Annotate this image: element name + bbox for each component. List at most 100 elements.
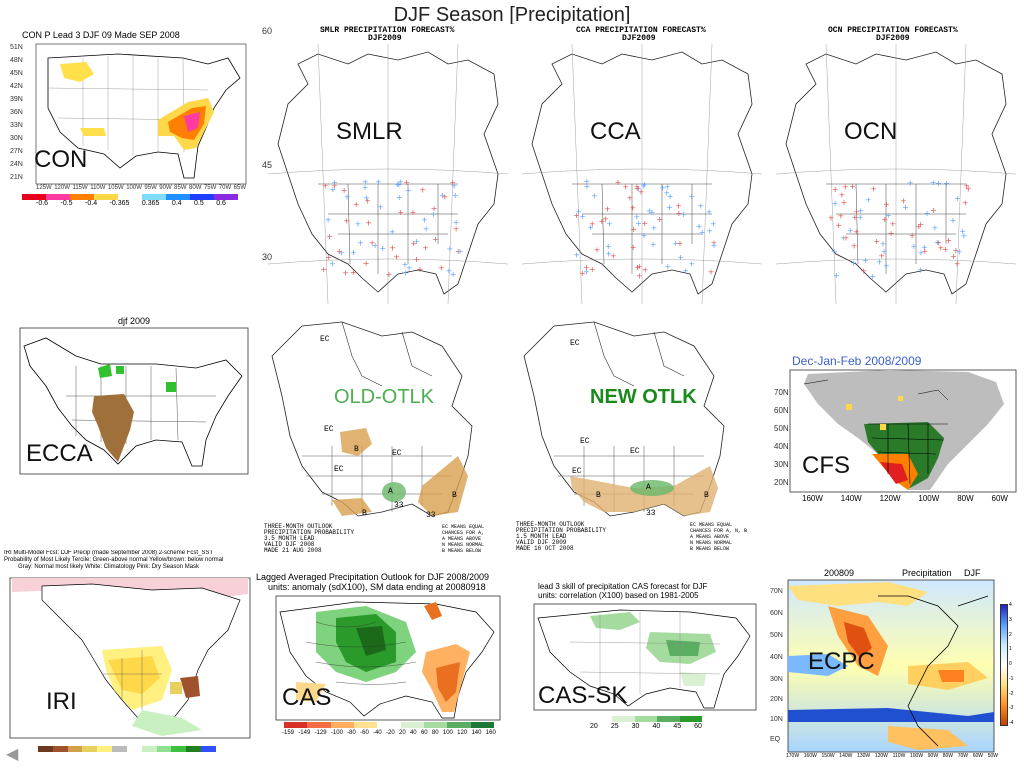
station-marker: + — [610, 252, 617, 261]
station-marker: + — [832, 185, 839, 194]
legend-swatch — [52, 746, 68, 752]
station-marker: + — [862, 256, 869, 265]
station-marker: + — [573, 211, 580, 220]
region-label: 33 — [426, 511, 436, 520]
station-marker: + — [706, 207, 713, 216]
ecca-panel: djf 2009 ECCA — [6, 316, 250, 476]
station-marker: + — [326, 232, 333, 241]
station-marker: + — [350, 248, 357, 257]
lat-tick: 30N — [774, 460, 789, 469]
station-marker: + — [852, 213, 859, 222]
station-marker: + — [455, 247, 462, 256]
ecpc-map — [787, 579, 995, 753]
station-marker: + — [917, 220, 924, 229]
station-marker: + — [579, 269, 586, 278]
station-marker: + — [363, 259, 370, 268]
legend-label: 100 — [442, 730, 453, 736]
station-marker: + — [953, 246, 960, 255]
ecpc-header-left: 200809 — [824, 568, 855, 578]
ecca-label: ECCA — [26, 440, 93, 467]
legend-swatch — [353, 722, 378, 728]
legend-label: -0.365 — [109, 200, 130, 207]
region-label: B — [704, 491, 709, 500]
lat-tick: 70N — [774, 388, 789, 397]
lon-tick: 95W — [144, 185, 157, 191]
smlr-subheader: DJF2009 — [368, 34, 402, 43]
region-label: 33 — [394, 501, 404, 510]
station-marker: + — [945, 236, 952, 245]
region-label: B — [452, 491, 457, 500]
legend-label: 0.5 — [194, 200, 204, 207]
station-marker: + — [876, 258, 883, 267]
station-marker: + — [664, 183, 671, 192]
page-title: DJF Season [Precipitation] — [393, 4, 631, 26]
lon-tick: 60W — [991, 494, 1008, 503]
station-marker: + — [696, 222, 703, 231]
lat-tick: 40N — [770, 654, 783, 661]
station-marker: + — [450, 270, 457, 279]
lat-tick: 20N — [770, 696, 783, 703]
legend-label: 160 — [485, 730, 496, 736]
station-marker: + — [909, 231, 916, 240]
station-marker: + — [950, 216, 957, 225]
lat-tick: 30N — [770, 676, 783, 683]
station-marker: + — [573, 251, 580, 260]
lon-tick: 160W — [802, 494, 823, 503]
station-marker: + — [397, 177, 404, 186]
legend-swatch — [214, 194, 238, 200]
station-marker: + — [397, 208, 404, 217]
footer-line: VALID DJF 2009 — [516, 539, 567, 546]
station-marker: + — [838, 212, 845, 221]
station-marker: + — [697, 201, 704, 210]
station-marker: + — [706, 226, 713, 235]
station-marker: + — [640, 181, 647, 190]
cfs-label: CFS — [802, 452, 850, 479]
lat-tick: 70N — [770, 588, 783, 595]
station-marker: + — [413, 237, 420, 246]
station-marker: + — [840, 233, 847, 242]
cca-subheader: DJF2009 — [622, 34, 656, 43]
station-marker: + — [325, 253, 332, 262]
legend-swatch — [67, 746, 83, 752]
lon-tick: 130W — [857, 753, 871, 759]
cas-legend-bar — [284, 722, 494, 728]
station-marker: + — [449, 178, 456, 187]
station-marker: + — [393, 252, 400, 261]
station-marker: + — [850, 258, 857, 267]
colorbar-label: 2 — [1009, 631, 1012, 638]
lon-tick: 170W — [786, 753, 800, 759]
smlr-label: SMLR — [336, 118, 403, 145]
lon-tick: 70W — [957, 753, 969, 759]
lat-tick: 10N — [770, 716, 783, 723]
footer-line: CHANCES FOR A, — [442, 530, 485, 536]
iri-map — [9, 577, 251, 739]
station-marker: + — [587, 223, 594, 232]
station-marker: + — [402, 269, 409, 278]
ocn-subheader: DJF2009 — [876, 34, 910, 43]
station-marker: + — [954, 194, 961, 203]
station-marker: + — [883, 262, 890, 271]
new-otlk-label: NEW OTLK — [590, 386, 697, 408]
station-marker: + — [910, 242, 917, 251]
cas-sk-map — [533, 603, 757, 711]
lon-tick: 80W — [957, 494, 974, 503]
colorbar-label: 0 — [1009, 661, 1012, 667]
region-label: EC — [334, 465, 344, 474]
station-marker: + — [457, 247, 464, 256]
station-marker: + — [338, 248, 345, 257]
legend-label: 20 — [590, 723, 598, 730]
lon-tick: 105W — [107, 185, 124, 191]
station-marker: + — [634, 263, 641, 272]
station-marker: + — [847, 226, 854, 235]
legend-label: 60 — [694, 723, 702, 730]
station-marker: + — [583, 263, 590, 272]
legend-label: 0.365 — [141, 200, 160, 207]
back-arrow-icon[interactable]: ◀ — [6, 746, 19, 763]
lat-tick: 60N — [770, 610, 783, 617]
new-otlk-panel: NEW OTLK EC EC EC EC B A B 33 THREE-MONT… — [514, 316, 766, 556]
region-label: EC — [572, 467, 582, 476]
station-marker: + — [363, 193, 370, 202]
station-marker: + — [853, 227, 860, 236]
lon-tick: 150W — [821, 753, 835, 759]
legend-swatch — [142, 194, 166, 200]
